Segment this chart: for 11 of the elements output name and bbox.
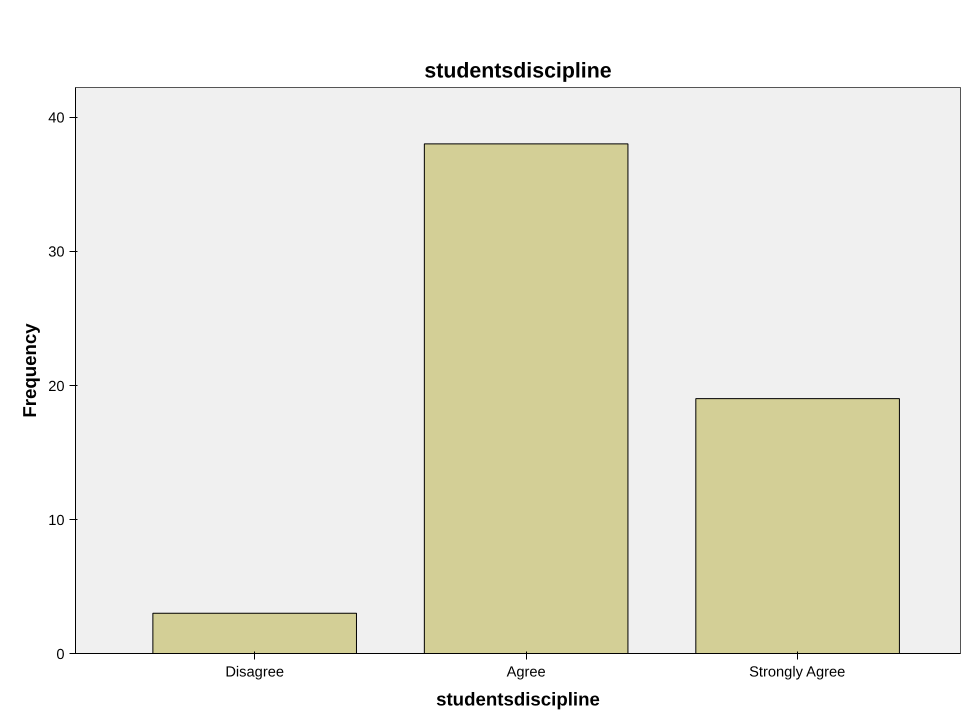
y-tick-label: 0	[56, 647, 65, 663]
chart-title: studentsdiscipline	[424, 58, 612, 82]
y-tick-label: 20	[48, 378, 65, 395]
y-axis-title: Frequency	[19, 322, 40, 418]
y-tick-label: 40	[48, 110, 65, 127]
y-tick-label: 30	[48, 244, 65, 261]
y-tick-label: 10	[48, 512, 65, 529]
x-tick-label: Disagree	[225, 664, 284, 680]
x-tick-label: Strongly Agree	[749, 664, 846, 680]
x-tick-label: Agree	[506, 664, 546, 680]
x-axis-title: studentsdiscipline	[436, 688, 600, 710]
